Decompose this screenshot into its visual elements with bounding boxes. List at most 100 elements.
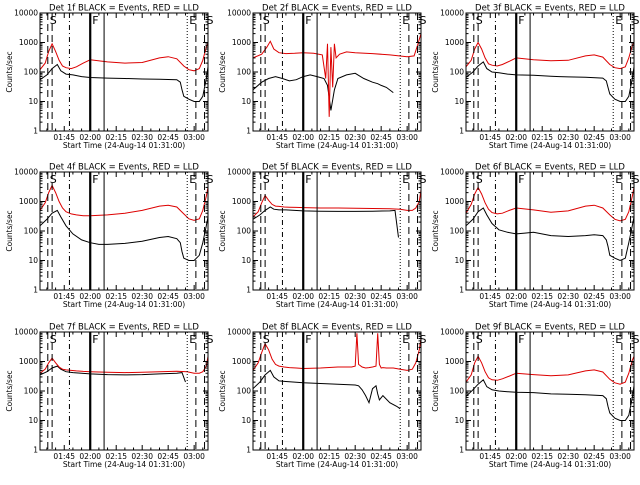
plot-area [40,172,208,290]
y-tick-label: 1 [459,286,464,295]
x-tick-label: 02:30 [557,292,579,301]
y-tick-label: 1000 [232,357,251,366]
x-tick-label: 02:45 [583,452,605,461]
x-tick-label: 02:30 [557,133,579,142]
y-tick-label: 10000 [227,168,251,177]
y-tick-label: 10000 [227,9,251,18]
events-series-line [466,207,634,262]
x-tick-label: 02:15 [531,452,553,461]
y-tick-label: 10 [28,256,38,265]
x-tick-label: 03:00 [609,452,631,461]
lld-series-line [466,41,634,70]
plot-area [253,13,421,131]
plot-area [253,332,421,450]
x-tick-label: 02:00 [505,133,527,142]
time-marker-label: E [402,173,409,186]
x-tick-label: 02:15 [318,292,340,301]
y-tick-label: 1 [459,127,464,136]
panel-title: Det 2f BLACK = Events, RED = LLD [262,4,412,14]
time-marker-label: S [420,173,427,186]
time-marker-label: S [50,333,57,346]
x-tick-label: 02:00 [292,133,314,142]
y-tick-label: 1000 [19,197,38,206]
y-tick-label: 1000 [232,197,251,206]
x-tick-label: 02:00 [292,292,314,301]
time-marker-label: E [402,14,409,27]
y-tick-label: 100 [24,68,39,77]
events-series-line [466,379,634,421]
lld-series-line [40,42,208,72]
x-tick-label: 03:00 [396,292,418,301]
time-marker-label: F [518,173,524,186]
y-axis-label: Counts/sec [218,370,227,411]
x-axis-label: Start Time (24-Aug-14 01:31:00) [489,300,611,309]
y-tick-label: 10 [454,256,464,265]
x-tick-label: 02:00 [505,292,527,301]
x-tick-label: 01:45 [479,133,501,142]
events-series-line [253,369,401,410]
y-tick-label: 100 [237,68,252,77]
time-marker-label: E [402,333,409,346]
time-marker-label: F [92,14,98,27]
lld-series-line [466,186,634,222]
x-tick-label: 02:15 [105,292,127,301]
x-tick-label: 02:15 [105,133,127,142]
x-tick-label: 02:15 [531,133,553,142]
x-tick-label: 02:30 [557,452,579,461]
y-axis-label: Counts/sec [218,210,227,251]
y-tick-label: 10000 [227,328,251,337]
time-marker-label: E [615,173,622,186]
y-tick-label: 10 [28,416,38,425]
time-marker-label: S [263,333,270,346]
x-tick-label: 03:00 [183,133,205,142]
x-tick-label: 01:45 [479,292,501,301]
x-tick-label: 01:45 [53,133,75,142]
panel-title: Det 4f BLACK = Events, RED = LLD [49,163,199,173]
x-tick-label: 02:45 [370,452,392,461]
x-tick-label: 02:00 [505,452,527,461]
x-axis-label: Start Time (24-Aug-14 01:31:00) [489,460,611,469]
y-axis-label: Counts/sec [5,370,14,411]
plot-frame [252,171,422,291]
plot-area [466,332,634,450]
y-tick-label: 100 [450,227,465,236]
time-marker-label: S [476,333,483,346]
time-marker-label: S [420,333,427,346]
x-tick-label: 02:30 [131,452,153,461]
time-marker-label: S [633,173,640,186]
panel-title: Det 3f BLACK = Events, RED = LLD [475,4,625,14]
x-tick-label: 02:45 [583,292,605,301]
plot-frame [465,171,635,291]
x-tick-label: 01:45 [479,452,501,461]
lld-series-line [466,355,634,385]
y-tick-label: 1000 [445,38,464,47]
y-tick-label: 1 [33,286,38,295]
time-marker-label: F [518,14,524,27]
x-tick-label: 02:30 [131,133,153,142]
x-tick-label: 01:45 [53,452,75,461]
y-tick-label: 10 [454,97,464,106]
x-tick-label: 02:45 [157,292,179,301]
time-marker-label: E [189,173,196,186]
time-marker-label: E [615,14,622,27]
panel-title: Det 1f BLACK = Events, RED = LLD [49,4,199,14]
y-axis-label: Counts/sec [431,210,440,251]
x-tick-label: 02:00 [292,452,314,461]
lld-series-line [40,184,208,221]
y-tick-label: 1 [459,446,464,455]
y-tick-label: 1000 [19,357,38,366]
x-tick-label: 02:45 [157,452,179,461]
x-tick-label: 02:30 [131,292,153,301]
lld-series-line [253,33,421,117]
y-axis-label: Counts/sec [5,51,14,92]
x-tick-label: 02:45 [370,133,392,142]
y-axis-label: Counts/sec [431,370,440,411]
y-axis-label: Counts/sec [218,51,227,92]
y-tick-label: 10 [241,97,251,106]
x-tick-label: 02:15 [318,452,340,461]
